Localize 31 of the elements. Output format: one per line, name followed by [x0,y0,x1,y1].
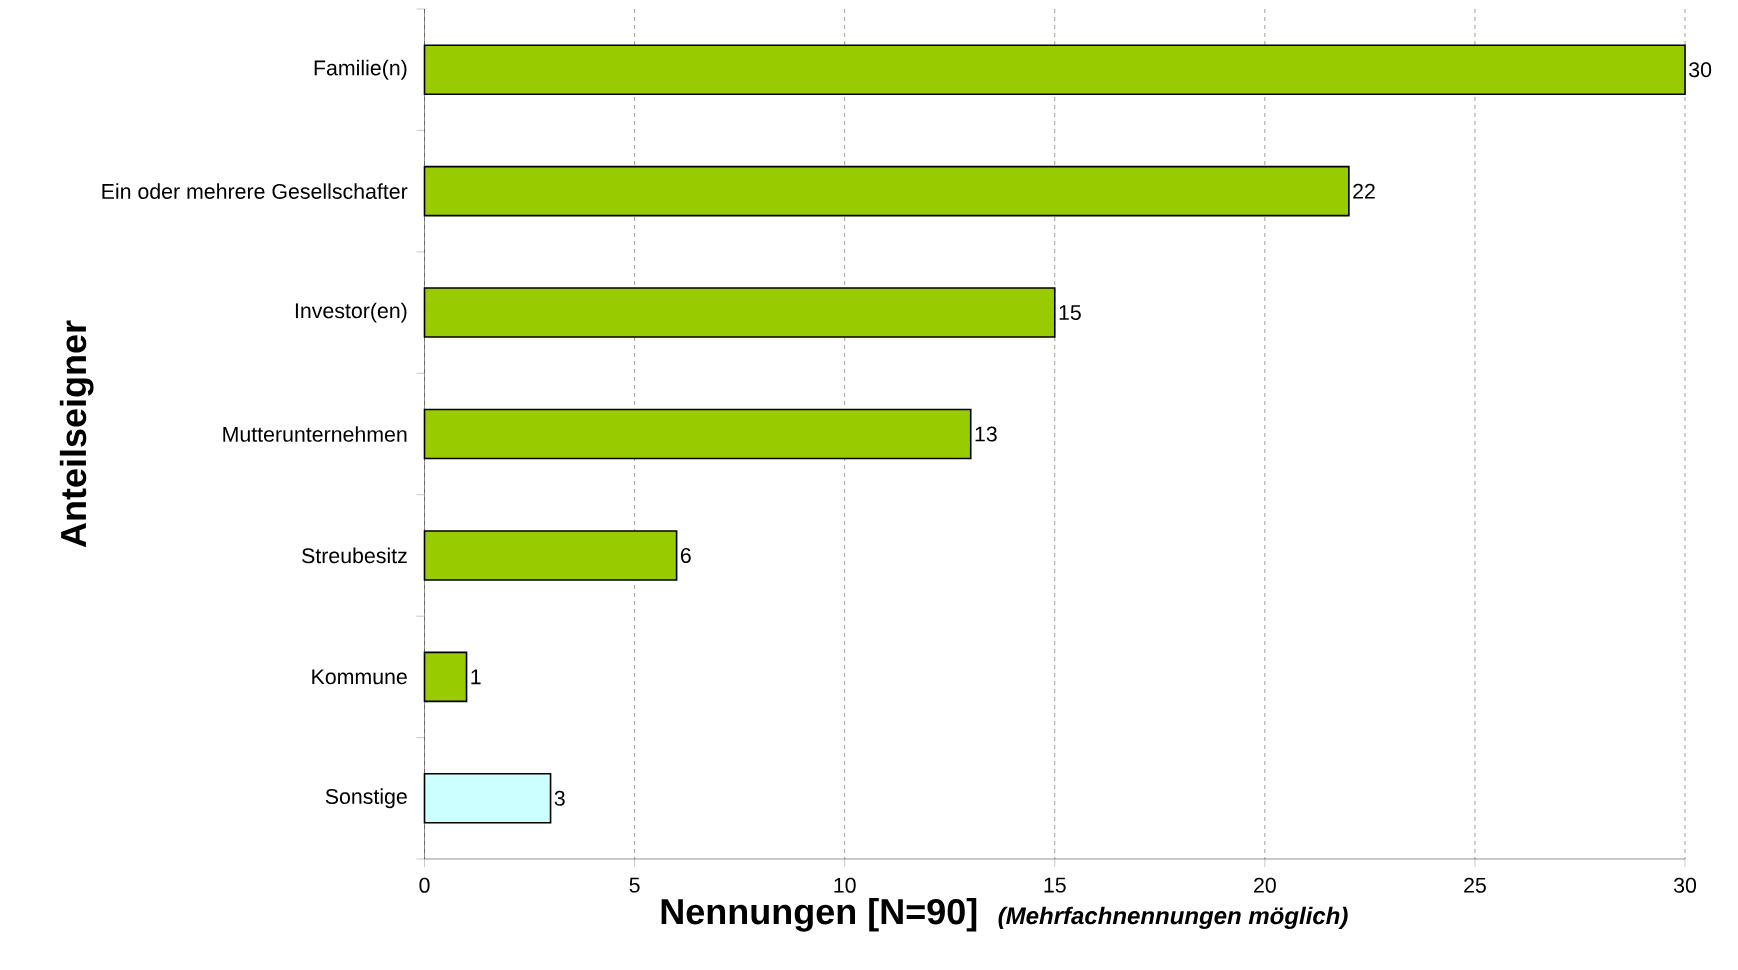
y-tick-label: Mutterunternehmen [223,426,407,442]
data-label: 15 [1059,305,1081,321]
x-tick-label: 0 [419,877,430,893]
y-tick-label: Familie(n) [314,59,407,80]
data-label: 1 [471,669,481,685]
data-label: 13 [975,426,997,442]
bar [423,772,552,824]
bar [423,408,972,460]
bar [423,165,1350,217]
y-axis-title: Anteilseigner [59,320,94,548]
y-tick-label: Ein oder mehrere Gesellschafter [102,183,408,199]
bar [423,287,1056,338]
y-tick-label: Streubesitz [302,547,407,564]
x-tick-label: 5 [629,877,640,893]
text: (Mehrfachnennungen möglich) [998,906,1348,930]
x-tick-label: 30 [1673,877,1697,893]
bar [423,530,678,581]
y-tick-label: Investor(en) [295,302,407,323]
x-tick-label: 10 [834,877,856,893]
x-tick-label: 20 [1254,877,1276,893]
y-tick-label: Sonstige [325,788,407,809]
data-label: 3 [554,790,565,806]
x-axis-title: Nennungen [N=90] [661,897,977,932]
data-label: 30 [1689,62,1712,78]
data-label: 6 [680,547,691,563]
y-tick-label: Kommune [312,669,407,685]
bar [423,44,1686,96]
data-label: 22 [1353,183,1375,199]
x-tick-label: 25 [1464,877,1486,893]
bar [423,651,468,703]
x-tick-label: 15 [1044,877,1066,893]
